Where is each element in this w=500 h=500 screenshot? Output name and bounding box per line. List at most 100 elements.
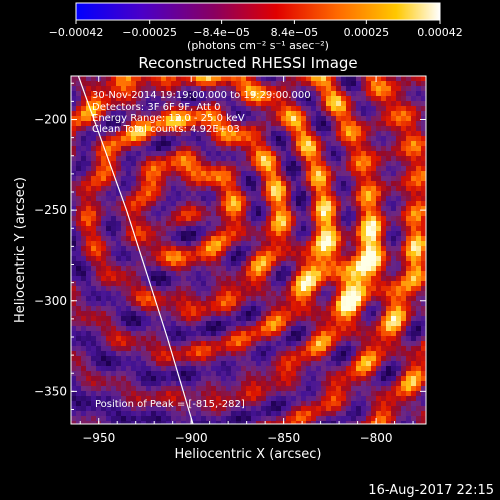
heatmap-cell [326, 296, 331, 301]
heatmap-cell [136, 131, 141, 136]
heatmap-cell [336, 136, 341, 141]
heatmap-cell [381, 326, 386, 331]
heatmap-cell [361, 136, 366, 141]
heatmap-cell [291, 356, 296, 361]
heatmap-cell [136, 76, 141, 81]
heatmap-cell [136, 301, 141, 306]
heatmap-cell [341, 301, 346, 306]
heatmap-cell [236, 401, 241, 406]
heatmap-cell [356, 316, 361, 321]
heatmap-cell [226, 196, 231, 201]
heatmap-cell [236, 331, 241, 336]
heatmap-cell [176, 186, 181, 191]
heatmap-cell [266, 246, 271, 251]
heatmap-cell [141, 411, 146, 416]
heatmap-cell [71, 266, 76, 271]
heatmap-cell [411, 201, 416, 206]
heatmap-cell [166, 276, 171, 281]
heatmap-cell [71, 321, 76, 326]
heatmap-cell [281, 256, 286, 261]
heatmap-cell [156, 141, 161, 146]
heatmap-cell [301, 366, 306, 371]
heatmap-cell [326, 356, 331, 361]
heatmap-cell [301, 286, 306, 291]
heatmap-cell [216, 361, 221, 366]
heatmap-cell [371, 386, 376, 391]
heatmap-cell [306, 306, 311, 311]
heatmap-cell [146, 106, 151, 111]
heatmap-cell [246, 121, 251, 126]
heatmap-cell [121, 116, 126, 121]
heatmap-cell [181, 276, 186, 281]
heatmap-cell [396, 301, 401, 306]
heatmap-cell [141, 391, 146, 396]
heatmap-cell [111, 316, 116, 321]
heatmap-cell [371, 241, 376, 246]
heatmap-cell [216, 406, 221, 411]
heatmap-cell [391, 126, 396, 131]
heatmap-cell [421, 136, 426, 141]
heatmap-cell [311, 416, 316, 421]
heatmap-cell [101, 166, 106, 171]
heatmap-cell [196, 376, 201, 381]
heatmap-cell [256, 91, 261, 96]
heatmap-cell [271, 296, 276, 301]
heatmap-cell [416, 261, 421, 266]
heatmap-cell [416, 226, 421, 231]
heatmap-cell [386, 411, 391, 416]
heatmap-cell [291, 386, 296, 391]
heatmap-cell [226, 121, 231, 126]
heatmap-cell [351, 311, 356, 316]
heatmap-cell [146, 101, 151, 106]
heatmap-cell [411, 111, 416, 116]
heatmap-cell [371, 371, 376, 376]
heatmap-cell [136, 106, 141, 111]
heatmap-cell [76, 331, 81, 336]
heatmap-cell [271, 141, 276, 146]
heatmap-cell [256, 281, 261, 286]
heatmap-cell [416, 201, 421, 206]
heatmap-cell [156, 91, 161, 96]
heatmap-cell [376, 391, 381, 396]
heatmap-cell [351, 301, 356, 306]
heatmap-cell [76, 316, 81, 321]
heatmap-cell [321, 356, 326, 361]
heatmap-cell [301, 86, 306, 91]
heatmap-cell [201, 196, 206, 201]
heatmap-cell [361, 116, 366, 121]
heatmap-cell [261, 131, 266, 136]
heatmap-cell [316, 291, 321, 296]
heatmap-cell [246, 156, 251, 161]
heatmap-cell [161, 286, 166, 291]
heatmap-cell [346, 106, 351, 111]
heatmap-cell [201, 416, 206, 421]
heatmap-cell [291, 186, 296, 191]
heatmap-cell [236, 376, 241, 381]
heatmap-cell [311, 241, 316, 246]
heatmap-cell [131, 161, 136, 166]
heatmap-cell [421, 156, 426, 161]
heatmap-cell [136, 421, 141, 424]
heatmap-cell [171, 246, 176, 251]
heatmap-cell [171, 241, 176, 246]
heatmap-cell [336, 221, 341, 226]
heatmap-cell [196, 221, 201, 226]
heatmap-cell [406, 106, 411, 111]
heatmap-cell [351, 251, 356, 256]
heatmap-cell [416, 271, 421, 276]
heatmap-cell [156, 136, 161, 141]
heatmap-cell [136, 176, 141, 181]
heatmap-cell [246, 221, 251, 226]
heatmap-cell [331, 186, 336, 191]
heatmap-cell [331, 221, 336, 226]
heatmap-cell [76, 406, 81, 411]
heatmap-cell [336, 401, 341, 406]
heatmap-cell [116, 121, 121, 126]
heatmap-cell [201, 386, 206, 391]
heatmap-cell [351, 186, 356, 191]
heatmap-cell [281, 86, 286, 91]
heatmap-cell [336, 111, 341, 116]
heatmap-cell [311, 161, 316, 166]
heatmap-cell [151, 281, 156, 286]
heatmap-cell [246, 226, 251, 231]
